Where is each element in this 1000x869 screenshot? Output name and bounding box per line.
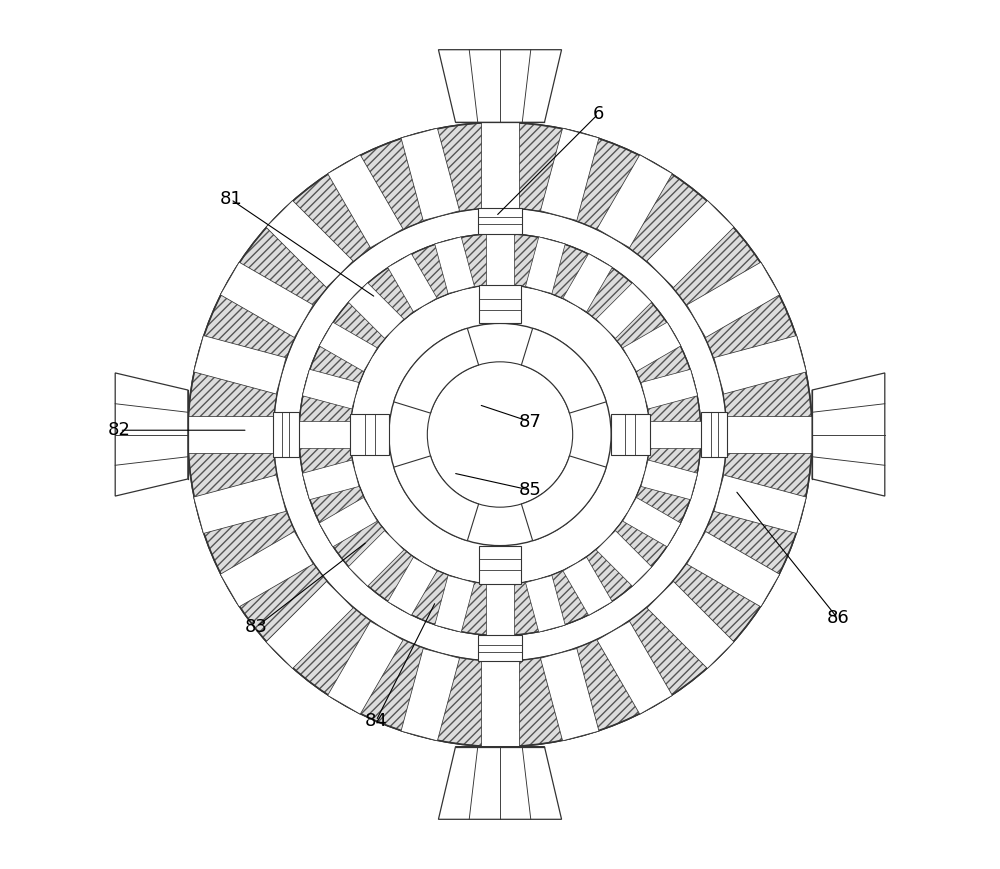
Polygon shape bbox=[647, 201, 734, 288]
Polygon shape bbox=[194, 335, 286, 394]
Polygon shape bbox=[714, 335, 806, 394]
Polygon shape bbox=[188, 415, 273, 454]
Circle shape bbox=[275, 209, 725, 660]
Polygon shape bbox=[401, 128, 460, 221]
Polygon shape bbox=[194, 475, 286, 534]
Polygon shape bbox=[350, 414, 389, 455]
Polygon shape bbox=[479, 285, 521, 323]
Polygon shape bbox=[521, 456, 606, 541]
Polygon shape bbox=[701, 412, 727, 457]
Polygon shape bbox=[328, 621, 403, 714]
Polygon shape bbox=[597, 155, 672, 248]
Polygon shape bbox=[388, 557, 437, 615]
Polygon shape bbox=[647, 581, 734, 668]
Polygon shape bbox=[623, 497, 681, 547]
Polygon shape bbox=[479, 546, 521, 584]
Polygon shape bbox=[478, 208, 522, 234]
Polygon shape bbox=[486, 584, 514, 635]
Polygon shape bbox=[435, 237, 474, 294]
Polygon shape bbox=[328, 155, 403, 248]
Circle shape bbox=[351, 286, 649, 583]
Circle shape bbox=[427, 362, 573, 507]
Polygon shape bbox=[388, 254, 437, 312]
Polygon shape bbox=[481, 123, 519, 208]
Polygon shape bbox=[563, 254, 612, 312]
Text: 87: 87 bbox=[518, 413, 541, 431]
Text: 86: 86 bbox=[826, 609, 849, 627]
Polygon shape bbox=[641, 369, 698, 409]
Polygon shape bbox=[302, 460, 359, 500]
Polygon shape bbox=[478, 635, 522, 661]
Polygon shape bbox=[812, 373, 885, 496]
Text: 81: 81 bbox=[219, 190, 242, 209]
Polygon shape bbox=[348, 282, 404, 338]
Polygon shape bbox=[319, 497, 377, 547]
Polygon shape bbox=[266, 581, 353, 668]
Text: 83: 83 bbox=[245, 618, 268, 636]
Polygon shape bbox=[299, 421, 350, 448]
Polygon shape bbox=[521, 328, 606, 413]
Polygon shape bbox=[394, 456, 479, 541]
Polygon shape bbox=[597, 621, 672, 714]
Polygon shape bbox=[687, 532, 780, 607]
Polygon shape bbox=[266, 201, 353, 288]
Polygon shape bbox=[714, 475, 806, 534]
Polygon shape bbox=[641, 460, 698, 500]
Polygon shape bbox=[220, 532, 313, 607]
Polygon shape bbox=[348, 531, 404, 587]
Polygon shape bbox=[540, 648, 599, 741]
Polygon shape bbox=[563, 557, 612, 615]
Polygon shape bbox=[438, 50, 562, 123]
Polygon shape bbox=[727, 415, 812, 454]
Polygon shape bbox=[526, 575, 565, 632]
Polygon shape bbox=[596, 531, 652, 587]
Circle shape bbox=[188, 123, 812, 746]
Polygon shape bbox=[438, 746, 562, 819]
Circle shape bbox=[389, 323, 611, 546]
Text: 6: 6 bbox=[593, 105, 604, 123]
Polygon shape bbox=[481, 661, 519, 746]
Circle shape bbox=[299, 234, 701, 635]
Polygon shape bbox=[115, 373, 188, 496]
Polygon shape bbox=[394, 328, 479, 413]
Polygon shape bbox=[319, 322, 377, 372]
Polygon shape bbox=[526, 237, 565, 294]
Polygon shape bbox=[623, 322, 681, 372]
Polygon shape bbox=[220, 262, 313, 337]
Polygon shape bbox=[687, 262, 780, 337]
Polygon shape bbox=[435, 575, 474, 632]
Polygon shape bbox=[273, 412, 299, 457]
Polygon shape bbox=[611, 414, 650, 455]
Text: 82: 82 bbox=[108, 421, 131, 439]
Text: 85: 85 bbox=[518, 481, 541, 499]
Polygon shape bbox=[540, 128, 599, 221]
Polygon shape bbox=[401, 648, 460, 741]
Polygon shape bbox=[596, 282, 652, 338]
Polygon shape bbox=[486, 234, 514, 285]
Polygon shape bbox=[302, 369, 359, 409]
Polygon shape bbox=[650, 421, 701, 448]
Text: 84: 84 bbox=[365, 712, 387, 730]
Circle shape bbox=[85, 20, 915, 849]
